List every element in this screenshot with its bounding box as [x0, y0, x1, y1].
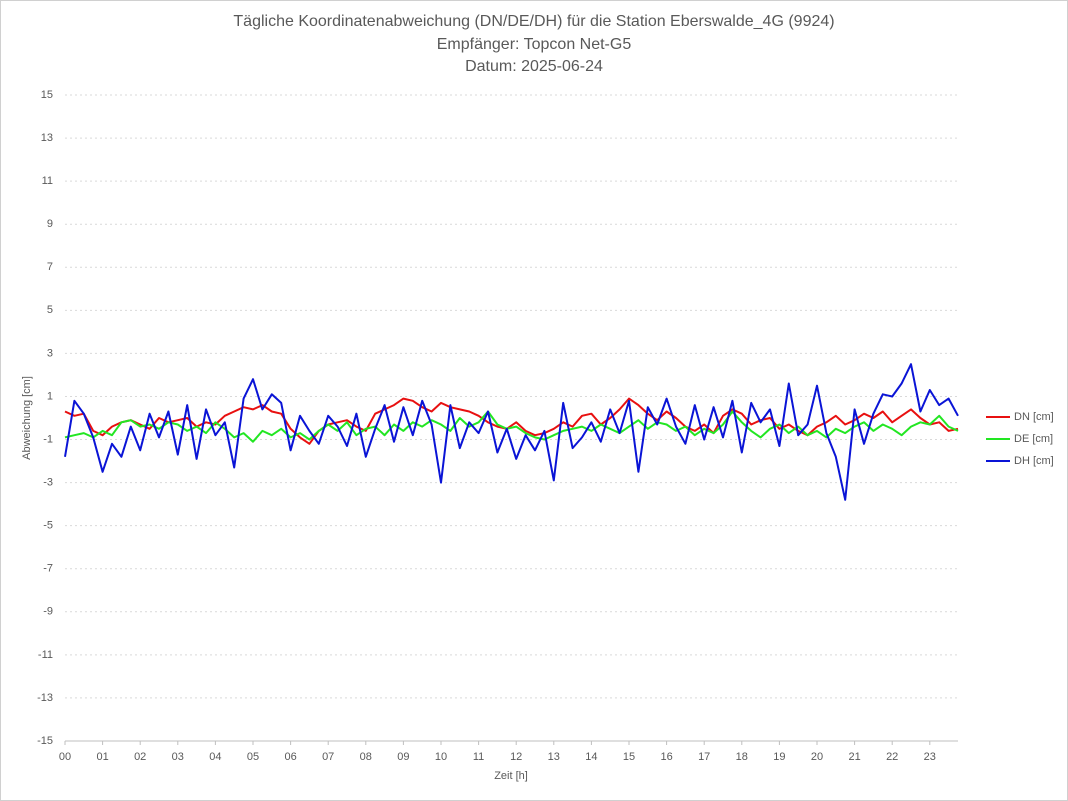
x-tick-label: 00: [59, 751, 71, 763]
x-tick-label: 13: [548, 751, 560, 763]
x-tick-label: 11: [473, 751, 484, 763]
x-tick-label: 16: [660, 751, 672, 763]
chart-title: Tägliche Koordinatenabweichung (DN/DE/DH…: [233, 13, 834, 30]
y-tick-label: 1: [47, 390, 53, 402]
x-tick-label: 10: [435, 751, 447, 763]
x-tick-label: 07: [322, 751, 334, 763]
x-tick-label: 12: [510, 751, 522, 763]
x-tick-label: 09: [397, 751, 409, 763]
y-tick-label: 11: [42, 175, 53, 187]
x-tick-label: 02: [134, 751, 146, 763]
y-axis-label: Abweichung [cm]: [21, 376, 33, 460]
x-tick-label: 22: [886, 751, 898, 763]
legend-label: DE [cm]: [1014, 433, 1053, 445]
x-tick-label: 04: [209, 751, 221, 763]
y-tick-label: -13: [37, 692, 53, 704]
y-tick-label: -3: [43, 477, 53, 489]
x-tick-label: 05: [247, 751, 259, 763]
x-tick-label: 01: [96, 751, 108, 763]
data-line: [64, 363, 959, 501]
y-tick-label: 5: [47, 304, 53, 316]
x-tick-label: 15: [623, 751, 635, 763]
x-tick-label: 18: [736, 751, 748, 763]
y-tick-label: -1: [43, 433, 53, 445]
y-tick-label: 9: [47, 218, 53, 230]
y-tick-label: 7: [47, 261, 53, 273]
y-tick-label: 13: [41, 132, 53, 144]
x-tick-label: 14: [585, 751, 597, 763]
x-tick-label: 20: [811, 751, 823, 763]
x-tick-label: 19: [773, 751, 785, 763]
y-tick-label: -9: [43, 606, 53, 618]
y-tick-label: -7: [43, 563, 53, 575]
chart-subtitle: Empfänger: Topcon Net-G5: [437, 36, 632, 53]
x-tick-label: 08: [360, 751, 372, 763]
y-tick-label: -11: [38, 649, 53, 661]
y-tick-label: -15: [37, 735, 53, 747]
chart-date: Datum: 2025-06-24: [465, 58, 603, 75]
x-tick-label: 23: [924, 751, 936, 763]
data-line: [64, 410, 959, 443]
x-axis-label: Zeit [h]: [494, 770, 528, 782]
x-tick-label: 06: [284, 751, 296, 763]
y-tick-label: -5: [43, 520, 53, 532]
x-tick-label: 21: [848, 751, 860, 763]
x-tick-label: 17: [698, 751, 710, 763]
y-tick-label: 3: [47, 347, 53, 359]
y-tick-label: 15: [41, 89, 53, 101]
legend-label: DN [cm]: [1014, 411, 1054, 423]
x-tick-label: 03: [172, 751, 184, 763]
legend-label: DH [cm]: [1014, 455, 1054, 467]
